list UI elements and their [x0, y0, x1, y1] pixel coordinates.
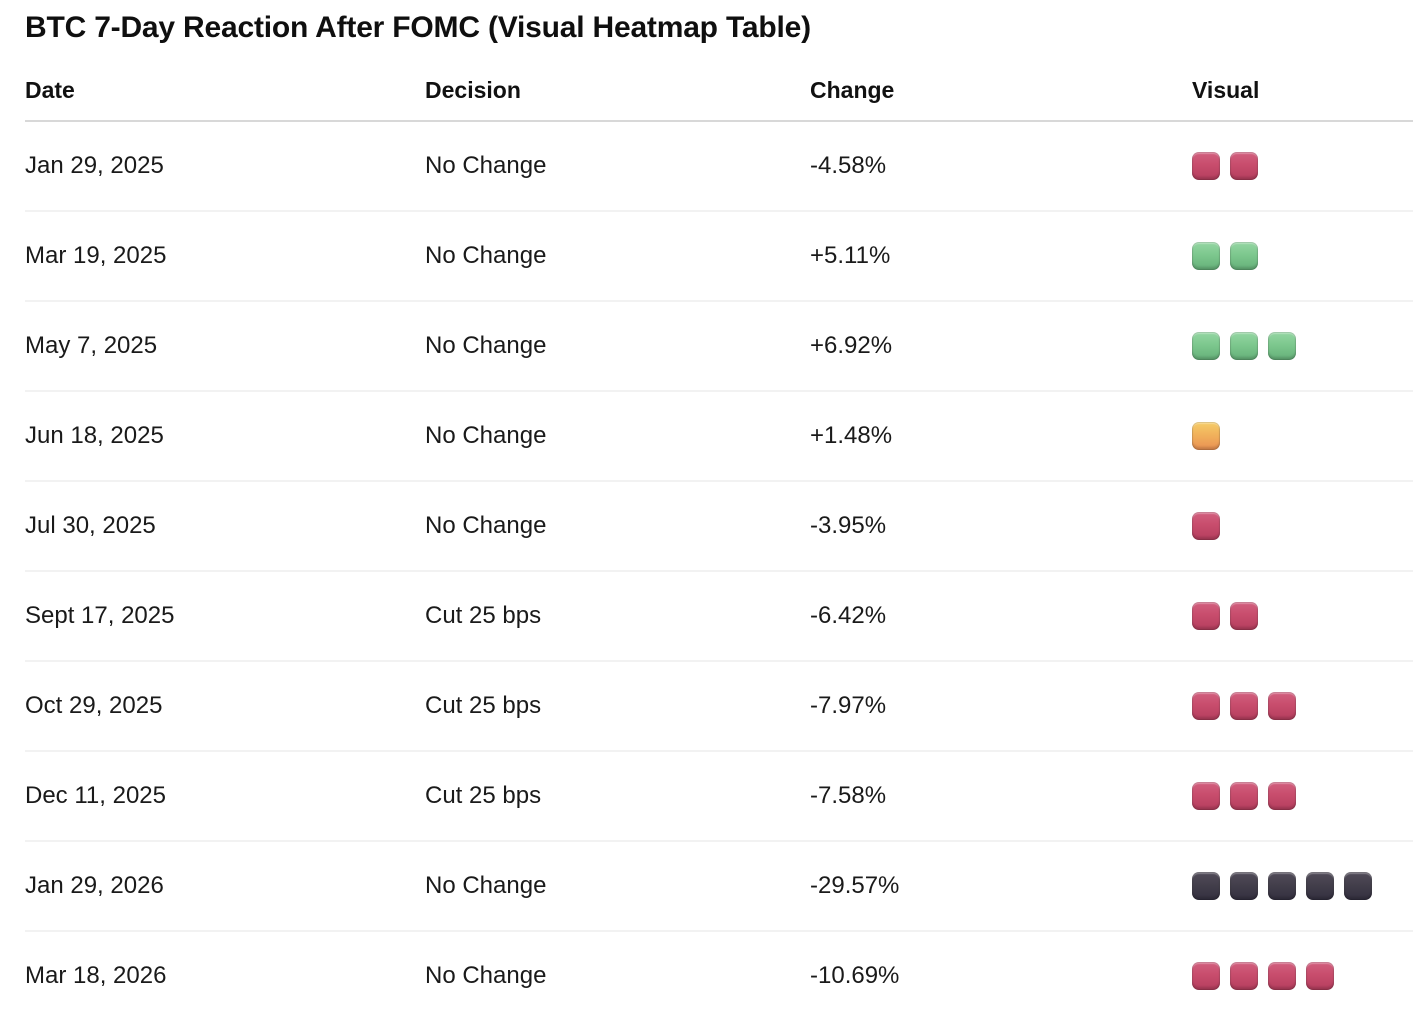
heat-square-icon [1344, 872, 1372, 900]
date-cell: Oct 29, 2025 [25, 692, 163, 719]
heat-square-icon [1268, 692, 1296, 720]
table-row: Jun 18, 2025 No Change +1.48% [25, 392, 1413, 482]
change-cell: -6.42% [810, 602, 887, 629]
heat-square-icon [1268, 332, 1296, 360]
heat-square-icon [1230, 332, 1258, 360]
table-body: Jan 29, 2025 No Change -4.58% Mar 19, 20… [0, 122, 1413, 1012]
visual-cell [1192, 242, 1413, 270]
heat-square-icon [1230, 782, 1258, 810]
column-header-visual: Visual [1192, 77, 1260, 103]
visual-cell [1192, 602, 1413, 630]
decision-cell: Cut 25 bps [425, 692, 542, 719]
change-cell: -7.97% [810, 692, 887, 719]
column-header-date: Date [25, 77, 75, 103]
change-cell: -4.58% [810, 152, 887, 179]
table-row: Oct 29, 2025 Cut 25 bps -7.97% [25, 662, 1413, 752]
visual-cell [1192, 332, 1413, 360]
heat-square-icon [1268, 782, 1296, 810]
heat-square-icon [1192, 782, 1220, 810]
change-cell: -10.69% [810, 962, 900, 989]
date-cell: Dec 11, 2025 [25, 782, 166, 809]
visual-cell [1192, 962, 1413, 990]
column-header-change: Change [810, 77, 895, 103]
table-row: Mar 18, 2026 No Change -10.69% [25, 932, 1413, 1012]
heat-square-icon [1192, 692, 1220, 720]
heat-square-icon [1306, 962, 1334, 990]
change-cell: -7.58% [810, 782, 887, 809]
heat-square-icon [1306, 872, 1334, 900]
change-cell: +5.11% [810, 242, 891, 269]
decision-cell: Cut 25 bps [425, 782, 542, 809]
date-cell: Sept 17, 2025 [25, 602, 175, 629]
visual-cell [1192, 422, 1413, 450]
date-cell: Jan 29, 2025 [25, 152, 164, 179]
change-cell: +1.48% [810, 422, 893, 449]
heat-square-icon [1268, 962, 1296, 990]
visual-cell [1192, 872, 1413, 900]
change-cell: +6.92% [810, 332, 893, 359]
date-cell: Mar 18, 2026 [25, 962, 167, 989]
page-title: BTC 7-Day Reaction After FOMC (Visual He… [25, 11, 811, 44]
decision-cell: No Change [425, 512, 547, 539]
column-header-decision: Decision [425, 77, 521, 103]
decision-cell: No Change [425, 332, 547, 359]
heat-square-icon [1192, 332, 1220, 360]
heat-square-icon [1192, 602, 1220, 630]
date-cell: Mar 19, 2025 [25, 242, 167, 269]
heat-square-icon [1230, 602, 1258, 630]
date-cell: Jun 18, 2025 [25, 422, 164, 449]
date-cell: Jan 29, 2026 [25, 872, 164, 899]
decision-cell: No Change [425, 422, 547, 449]
heat-square-icon [1268, 872, 1296, 900]
decision-cell: No Change [425, 152, 547, 179]
heat-square-icon [1192, 512, 1220, 540]
visual-cell [1192, 512, 1413, 540]
decision-cell: No Change [425, 872, 547, 899]
heat-square-icon [1192, 962, 1220, 990]
table-row: Sept 17, 2025 Cut 25 bps -6.42% [25, 572, 1413, 662]
heat-square-icon [1192, 872, 1220, 900]
heat-square-icon [1230, 692, 1258, 720]
visual-cell [1192, 782, 1413, 810]
heat-square-icon [1230, 962, 1258, 990]
table-header-row: Date Decision Change Visual [25, 48, 1413, 122]
heat-square-icon [1230, 872, 1258, 900]
decision-cell: No Change [425, 962, 547, 989]
heat-square-icon [1230, 242, 1258, 270]
table-row: Mar 19, 2025 No Change +5.11% [25, 212, 1413, 302]
heat-square-icon [1230, 152, 1258, 180]
date-cell: Jul 30, 2025 [25, 512, 156, 539]
table-row: Dec 11, 2025 Cut 25 bps -7.58% [25, 752, 1413, 842]
table-row: Jan 29, 2026 No Change -29.57% [25, 842, 1413, 932]
heat-square-icon [1192, 422, 1220, 450]
change-cell: -3.95% [810, 512, 887, 539]
visual-cell [1192, 692, 1413, 720]
visual-cell [1192, 152, 1413, 180]
heat-square-icon [1192, 242, 1220, 270]
table-row: May 7, 2025 No Change +6.92% [25, 302, 1413, 392]
change-cell: -29.57% [810, 872, 900, 899]
date-cell: May 7, 2025 [25, 332, 158, 359]
decision-cell: No Change [425, 242, 547, 269]
table-row: Jul 30, 2025 No Change -3.95% [25, 482, 1413, 572]
heat-square-icon [1192, 152, 1220, 180]
table-row: Jan 29, 2025 No Change -4.58% [25, 122, 1413, 212]
decision-cell: Cut 25 bps [425, 602, 542, 629]
